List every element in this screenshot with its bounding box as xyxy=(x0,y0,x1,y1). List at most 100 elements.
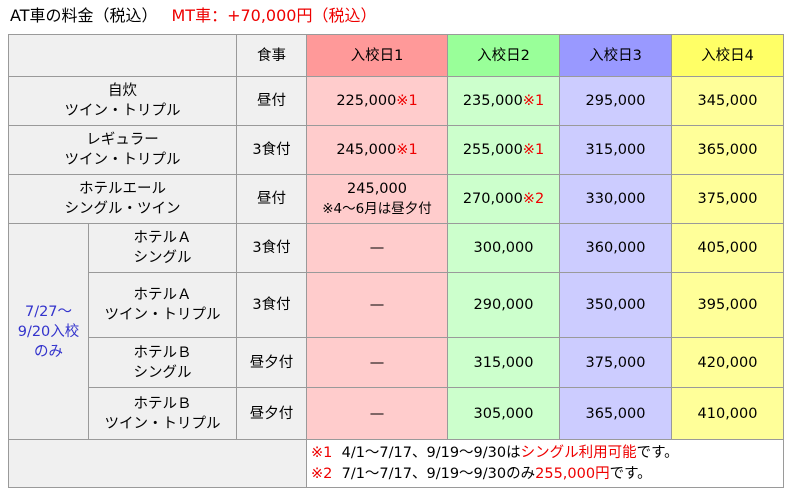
note-mark: ※2 xyxy=(522,191,545,207)
price: 245,000 xyxy=(347,181,407,197)
table-row: ホテルＢ ツイン・トリプル 昼夕付 — 305,000 365,000 410,… xyxy=(9,387,784,440)
room-name: ホテルＡ xyxy=(133,230,192,246)
price: 225,000 xyxy=(336,93,397,109)
header-date-2: 入校日2 xyxy=(447,34,560,77)
room-name: ホテルエール xyxy=(79,181,166,197)
price-date-1: — xyxy=(306,337,448,388)
note-mark: ※2 xyxy=(311,465,333,482)
price-date-4: 420,000 xyxy=(671,337,784,388)
room-type: ホテルＡ ツイン・トリプル xyxy=(88,272,237,338)
note-mark: ※1 xyxy=(396,93,418,109)
price-date-1: 245,000 ※4～6月は昼夕付 xyxy=(306,174,448,224)
table-row: ホテルＡ ツイン・トリプル 3食付 — 290,000 350,000 395,… xyxy=(9,272,784,338)
price-date-1: 245,000※1 xyxy=(306,125,448,175)
header-date-4: 入校日4 xyxy=(671,34,784,77)
fee-table: 食事 入校日1 入校日2 入校日3 入校日4 自炊 ツイン・トリプル 昼付 22… xyxy=(8,34,784,488)
price-date-1: — xyxy=(306,223,448,273)
period-line: 9/20入校 xyxy=(17,323,80,340)
price-date-2: 300,000 xyxy=(447,223,560,273)
notes-cell: ※1 4/1～7/17、9/19～9/30はシングル利用可能です。 ※2 7/1… xyxy=(306,439,784,488)
price-date-4: 410,000 xyxy=(671,387,784,440)
note-highlight: シングル利用可能 xyxy=(520,444,637,461)
meal-plan: 昼夕付 xyxy=(236,387,307,440)
price-date-3: 350,000 xyxy=(559,272,672,338)
room-type: ホテルＢ シングル xyxy=(88,337,237,388)
room-type: レギュラー ツイン・トリプル xyxy=(8,125,237,175)
title-main: AT車の料金（税込） xyxy=(10,6,158,25)
room-name: 自炊 xyxy=(108,83,137,99)
header-blank-cell xyxy=(8,34,237,77)
price-date-4: 365,000 xyxy=(671,125,784,175)
table-row: 自炊 ツイン・トリプル 昼付 225,000※1 235,000※1 295,0… xyxy=(8,76,784,126)
header-date-1: 入校日1 xyxy=(306,34,448,77)
price: 235,000 xyxy=(462,93,523,109)
price-date-3: 330,000 xyxy=(559,174,672,224)
note-mark: ※1 xyxy=(311,444,333,461)
price-date-3: 375,000 xyxy=(559,337,672,388)
note-mark: ※1 xyxy=(522,142,545,158)
price-date-2: 270,000※2 xyxy=(447,174,560,224)
price-date-3: 365,000 xyxy=(559,387,672,440)
room-name: ホテルＢ xyxy=(133,395,192,412)
price-date-4: 345,000 xyxy=(671,76,784,126)
room-name: ホテルＡ xyxy=(133,287,192,303)
room-occupancy: シングル・ツイン xyxy=(64,201,181,217)
table-row: ホテルＢ シングル 昼夕付 — 315,000 375,000 420,000 xyxy=(9,337,784,388)
room-occupancy: ツイン・トリプル xyxy=(64,152,181,168)
price-date-4: 375,000 xyxy=(671,174,784,224)
meal-plan: 3食付 xyxy=(236,223,307,273)
title-mt-surcharge: MT車：+70,000円（税込） xyxy=(171,6,377,25)
meal-plan: 3食付 xyxy=(236,125,307,175)
meal-plan: 昼付 xyxy=(236,174,307,224)
header-row: 食事 入校日1 入校日2 入校日3 入校日4 xyxy=(8,34,784,77)
price-date-4: 395,000 xyxy=(671,272,784,338)
price-subnote: ※4～6月は昼夕付 xyxy=(322,201,432,217)
price-date-2: 255,000※1 xyxy=(447,125,560,175)
price-date-3: 295,000 xyxy=(559,76,672,126)
room-occupancy: シングル xyxy=(133,364,192,381)
price-date-2: 315,000 xyxy=(447,337,560,388)
note-line: ※2 7/1～7/17、9/19～9/30のみ255,000円です。 xyxy=(311,464,781,485)
price-date-2: 305,000 xyxy=(447,387,560,440)
meal-plan: 昼夕付 xyxy=(236,337,307,388)
price-date-4: 405,000 xyxy=(671,223,784,273)
header-date-3: 入校日3 xyxy=(559,34,672,77)
page-title: AT車の料金（税込） MT車：+70,000円（税込） xyxy=(10,6,376,26)
room-type: 自炊 ツイン・トリプル xyxy=(8,76,237,126)
room-occupancy: シングル xyxy=(133,250,192,266)
notes-row: ※1 4/1～7/17、9/19～9/30はシングル利用可能です。 ※2 7/1… xyxy=(8,439,784,488)
room-name: レギュラー xyxy=(86,132,159,148)
meal-plan: 3食付 xyxy=(236,272,307,338)
table-row: ホテルエール シングル・ツイン 昼付 245,000 ※4～6月は昼夕付 270… xyxy=(8,174,784,224)
price-date-3: 360,000 xyxy=(559,223,672,273)
price-date-1: — xyxy=(306,272,448,338)
room-type: ホテルエール シングル・ツイン xyxy=(8,174,237,224)
period-line: のみ xyxy=(34,343,63,360)
price-date-2: 290,000 xyxy=(447,272,560,338)
room-occupancy: ツイン・トリプル xyxy=(104,307,221,323)
note-text: 7/1～7/17、9/19～9/30のみ xyxy=(341,465,536,482)
room-occupancy: ツイン・トリプル xyxy=(104,415,221,432)
note-mark: ※1 xyxy=(522,93,545,109)
price: 255,000 xyxy=(462,142,523,158)
meal-plan: 昼付 xyxy=(236,76,307,126)
price-date-1: — xyxy=(306,387,448,440)
note-text: 4/1～7/17、9/19～9/30は xyxy=(341,444,521,461)
note-tail: です。 xyxy=(636,444,679,461)
note-line: ※1 4/1～7/17、9/19～9/30はシングル利用可能です。 xyxy=(311,443,781,464)
price-date-3: 315,000 xyxy=(559,125,672,175)
notes-blank-cell xyxy=(8,439,307,488)
note-highlight: 255,000円 xyxy=(535,465,610,482)
note-tail: です。 xyxy=(609,465,652,482)
table-row: レギュラー ツイン・トリプル 3食付 245,000※1 255,000※1 3… xyxy=(8,125,784,175)
room-name: ホテルＢ xyxy=(133,344,192,361)
period-line: 7/27～ xyxy=(24,303,73,320)
period-group-label: 7/27～ 9/20入校 のみ xyxy=(8,223,89,440)
room-type: ホテルＢ ツイン・トリプル xyxy=(88,387,237,440)
room-type: ホテルＡ シングル xyxy=(88,223,237,273)
price-date-1: 225,000※1 xyxy=(306,76,448,126)
note-mark: ※1 xyxy=(396,142,418,158)
header-meal: 食事 xyxy=(236,34,307,77)
table-row: 7/27～ 9/20入校 のみ ホテルＡ シングル 3食付 — 300,000 … xyxy=(8,223,784,440)
room-occupancy: ツイン・トリプル xyxy=(64,103,181,119)
